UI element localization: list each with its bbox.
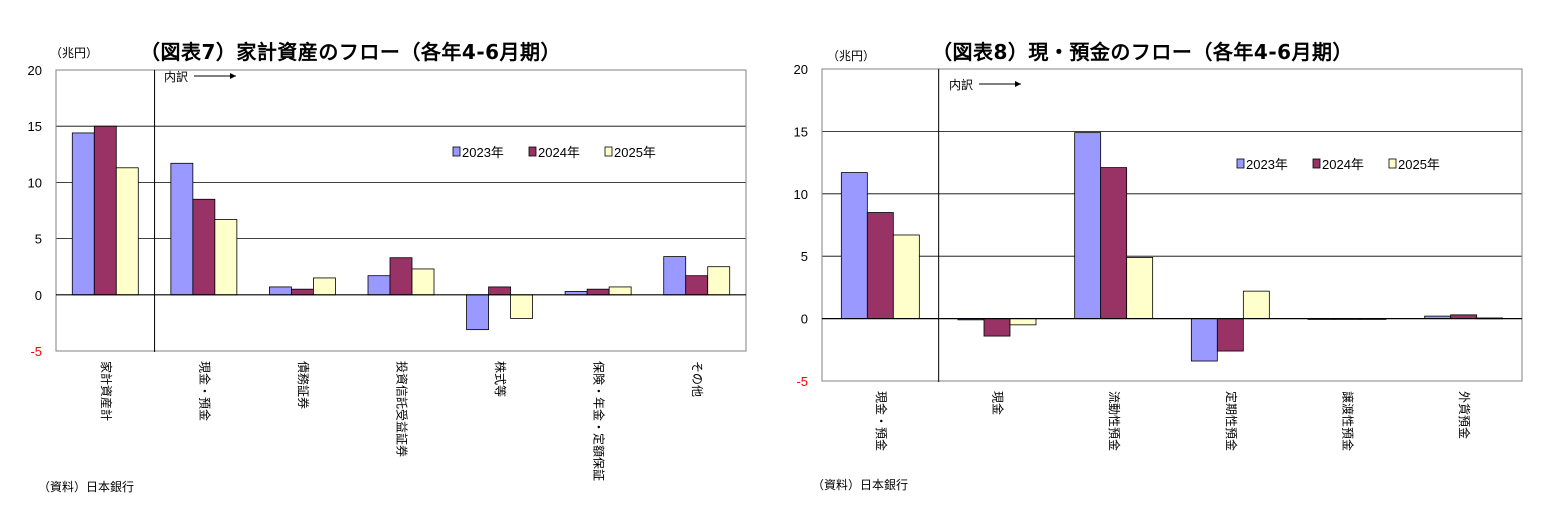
- y-tick-label: 20: [794, 62, 808, 77]
- y-tick-label: 10: [794, 187, 808, 202]
- legend-label: 2024年: [1322, 157, 1364, 172]
- arrow-head-icon: [230, 73, 236, 79]
- bar: [1100, 167, 1128, 319]
- breakdown-label: 内訳: [949, 77, 973, 92]
- category-label: その他: [690, 361, 704, 397]
- y-tick-label: 5: [35, 232, 42, 247]
- category-label: 債務証券: [296, 361, 311, 409]
- bar: [1190, 318, 1218, 362]
- bar: [313, 277, 336, 296]
- bar: [1074, 132, 1102, 319]
- category-label: 現金・預金: [197, 361, 212, 421]
- legend-swatch: [1236, 158, 1245, 169]
- bar: [1009, 318, 1037, 326]
- legend-swatch: [528, 146, 537, 157]
- y-tick-label: 15: [28, 119, 42, 134]
- category-label: 流動性預金: [1107, 391, 1122, 451]
- bar: [1126, 257, 1154, 319]
- bar: [983, 318, 1011, 337]
- bar: [115, 167, 139, 296]
- breakdown-label: 内訳: [164, 69, 188, 84]
- bar-chart-household-assets: -5 0 5 10 15 20 家計資産計 現金・預金 債務証券 投資信託受益証券 株式等 保険・年金…: [28, 63, 747, 481]
- category-label: 保険・年金・定額保証: [592, 361, 607, 481]
- y-tick-label: 10: [28, 175, 42, 190]
- chart-panel-household-assets: （図表7）家計資産のフロー（各年4-6月期） （兆円） （資料）日本銀行 -5 0…: [0, 0, 770, 523]
- bar: [685, 275, 709, 296]
- legend-swatch: [1312, 158, 1321, 169]
- arrow-head-icon: [1015, 81, 1021, 87]
- legend-swatch: [1388, 158, 1397, 169]
- legend-label: 2023年: [462, 145, 504, 160]
- bar: [510, 294, 533, 319]
- unit-label: （兆円）: [827, 49, 876, 63]
- bar: [466, 294, 489, 331]
- category-label: 株式等: [493, 361, 508, 397]
- bar: [389, 257, 413, 296]
- bar: [840, 172, 868, 320]
- y-tick-label: 0: [35, 288, 42, 303]
- y-tick-label: 5: [801, 249, 808, 264]
- source-note: （資料）日本銀行: [812, 478, 909, 492]
- unit-label: （兆円）: [50, 46, 99, 60]
- bar: [707, 266, 731, 296]
- chart-title: （図表7）家計資産のフロー（各年4-6月期）: [140, 40, 562, 64]
- legend-label: 2025年: [1398, 157, 1440, 172]
- category-label: 定期性預金: [1224, 391, 1239, 451]
- bar: [367, 275, 391, 296]
- chart-title: （図表8）現・預金のフロー（各年4-6月期）: [932, 40, 1354, 64]
- bar: [608, 286, 632, 296]
- bar: [214, 219, 238, 296]
- y-tick-label: 15: [794, 124, 808, 139]
- bar: [93, 125, 117, 296]
- bar: [1242, 290, 1270, 320]
- category-label: 家計資産計: [99, 361, 114, 421]
- category-label: 現金: [991, 391, 1006, 415]
- plot-area: [55, 69, 747, 352]
- bar: [1216, 318, 1244, 352]
- source-note: （資料）日本銀行: [38, 480, 135, 494]
- category-label: 現金・預金: [874, 391, 889, 451]
- y-tick-label: 20: [28, 63, 42, 78]
- bar: [488, 286, 511, 296]
- plot-area: [821, 68, 1523, 382]
- bar: [170, 162, 194, 296]
- bar: [71, 132, 95, 296]
- bar: [663, 256, 687, 296]
- category-label: 投資信託受益証券: [395, 361, 410, 457]
- bar: [269, 286, 292, 296]
- bar: [291, 288, 314, 296]
- y-tick-label: 0: [801, 312, 808, 327]
- bar: [586, 288, 610, 296]
- legend-label: 2025年: [614, 145, 656, 160]
- legend-label: 2023年: [1246, 157, 1288, 172]
- y-tick-label: -5: [30, 344, 42, 359]
- bar: [892, 234, 920, 319]
- category-label: 譲渡性預金: [1341, 391, 1356, 451]
- chart-panel-deposits: （図表8）現・預金のフロー（各年4-6月期） （兆円） （資料）日本銀行 -5 0…: [772, 0, 1544, 523]
- bar: [192, 198, 216, 296]
- legend-swatch: [604, 146, 613, 157]
- y-tick-label: -5: [796, 374, 808, 389]
- legend-label: 2024年: [538, 145, 580, 160]
- category-label: 外貨預金: [1457, 391, 1472, 439]
- bar: [411, 268, 435, 296]
- legend-swatch: [452, 146, 461, 157]
- bar-chart-deposits: -5 0 5 10 15 20 現金・預金 現金 流動性預金 定期性預金 譲渡性預金 外貨預金 内訳 20…: [794, 62, 1523, 451]
- bar: [866, 212, 894, 320]
